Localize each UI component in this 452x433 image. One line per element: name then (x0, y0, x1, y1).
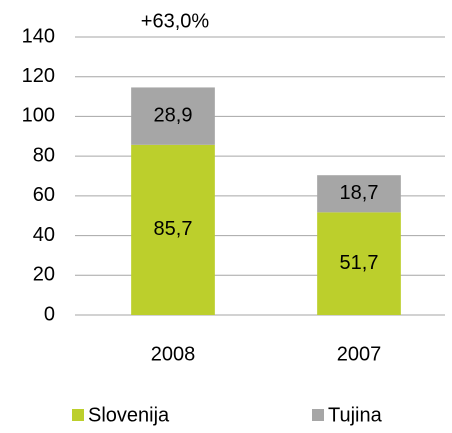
y-tick-label: 20 (33, 264, 55, 286)
bar-segment (131, 144, 215, 315)
y-tick-label: 60 (33, 184, 55, 206)
bar-segment (317, 175, 401, 213)
y-tick-label: 40 (33, 224, 55, 246)
x-tick-label: 2007 (337, 343, 382, 365)
legend-label: Slovenija (88, 404, 170, 426)
y-tick-label: 120 (22, 65, 55, 87)
data-label: 18,7 (340, 182, 379, 204)
y-tick-label: 0 (44, 303, 55, 325)
y-tick-label: 100 (22, 105, 55, 127)
legend-label: Tujina (328, 404, 383, 426)
data-label: 51,7 (340, 252, 379, 274)
legend-swatch (72, 409, 84, 421)
data-label: 85,7 (154, 218, 193, 240)
y-tick-label: 140 (22, 25, 55, 47)
x-tick-label: 2008 (151, 343, 196, 365)
annotation: +63,0% (141, 10, 210, 32)
legend-swatch (312, 409, 324, 421)
bar-segment (131, 87, 215, 145)
y-tick-label: 80 (33, 144, 55, 166)
bar-segment (317, 212, 401, 315)
data-label: 28,9 (154, 104, 193, 126)
